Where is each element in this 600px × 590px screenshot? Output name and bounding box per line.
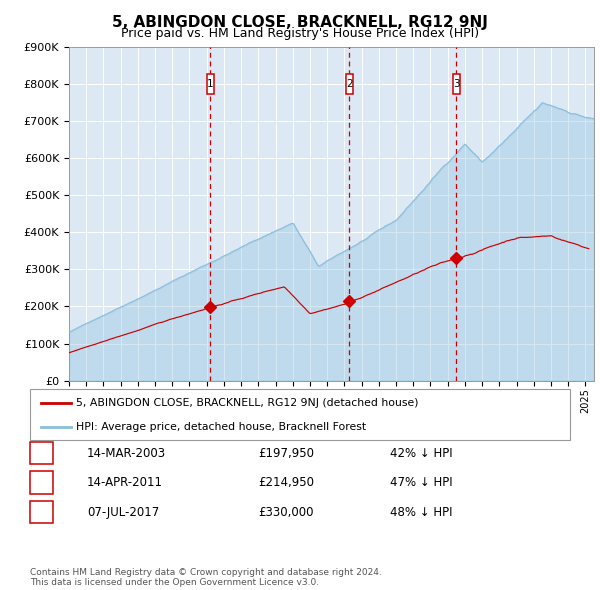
Text: 14-APR-2011: 14-APR-2011 xyxy=(87,476,163,489)
Text: 5, ABINGDON CLOSE, BRACKNELL, RG12 9NJ (detached house): 5, ABINGDON CLOSE, BRACKNELL, RG12 9NJ (… xyxy=(76,398,418,408)
Text: 42% ↓ HPI: 42% ↓ HPI xyxy=(390,447,452,460)
Text: 3: 3 xyxy=(453,79,460,89)
Text: 07-JUL-2017: 07-JUL-2017 xyxy=(87,506,159,519)
Text: Contains HM Land Registry data © Crown copyright and database right 2024.
This d: Contains HM Land Registry data © Crown c… xyxy=(30,568,382,587)
Text: £330,000: £330,000 xyxy=(258,506,314,519)
Text: HPI: Average price, detached house, Bracknell Forest: HPI: Average price, detached house, Brac… xyxy=(76,422,366,432)
Text: 5, ABINGDON CLOSE, BRACKNELL, RG12 9NJ: 5, ABINGDON CLOSE, BRACKNELL, RG12 9NJ xyxy=(112,15,488,30)
FancyBboxPatch shape xyxy=(453,74,460,94)
Text: 2: 2 xyxy=(38,476,45,489)
Text: 48% ↓ HPI: 48% ↓ HPI xyxy=(390,506,452,519)
Text: £197,950: £197,950 xyxy=(258,447,314,460)
Text: Price paid vs. HM Land Registry's House Price Index (HPI): Price paid vs. HM Land Registry's House … xyxy=(121,27,479,40)
Text: 2: 2 xyxy=(346,79,353,89)
Text: 1: 1 xyxy=(38,447,45,460)
FancyBboxPatch shape xyxy=(346,74,353,94)
FancyBboxPatch shape xyxy=(206,74,214,94)
Text: 3: 3 xyxy=(38,506,45,519)
Text: 47% ↓ HPI: 47% ↓ HPI xyxy=(390,476,452,489)
Text: £214,950: £214,950 xyxy=(258,476,314,489)
Text: 14-MAR-2003: 14-MAR-2003 xyxy=(87,447,166,460)
Text: 1: 1 xyxy=(207,79,214,89)
